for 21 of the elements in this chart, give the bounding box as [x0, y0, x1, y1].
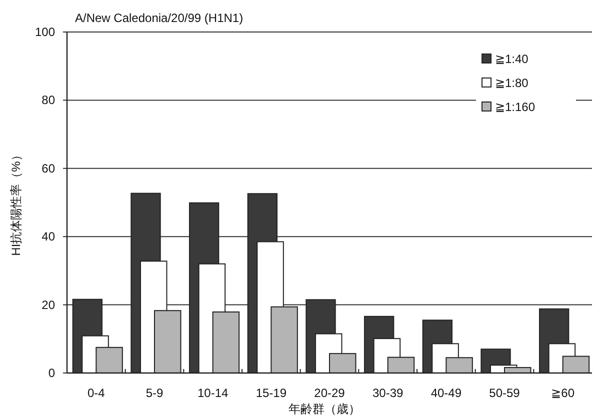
- legend-label: ≧1:40: [495, 52, 529, 66]
- y-tick-label: 80: [42, 93, 56, 108]
- y-tick-label: 0: [48, 366, 56, 380]
- x-tick-label: 0-4: [87, 386, 106, 400]
- x-tick-label: 10-14: [197, 386, 228, 400]
- x-tick-label: 20-29: [314, 386, 346, 400]
- x-tick-label: 50-59: [489, 386, 520, 400]
- x-axis-title: 年齢群（歳）: [288, 402, 360, 416]
- y-tick-label: 60: [42, 161, 56, 176]
- y-tick-label: 100: [34, 25, 56, 39]
- y-axis-title: HI抗体陽性率（%）: [9, 149, 23, 256]
- x-tick-label: 30-39: [372, 386, 404, 400]
- x-tick-label: 40-49: [430, 386, 462, 400]
- x-tick-label: ≧60: [551, 386, 575, 400]
- x-tick-label: 5-9: [146, 386, 164, 400]
- legend-label: ≧1:160: [495, 100, 536, 114]
- legend-label: ≧1:80: [495, 76, 529, 90]
- x-tick-label: 15-19: [256, 386, 287, 400]
- y-tick-label: 20: [42, 298, 56, 312]
- chart-title: A/New Caledonia/20/99 (H1N1): [75, 11, 244, 25]
- y-tick-label: 40: [42, 230, 56, 244]
